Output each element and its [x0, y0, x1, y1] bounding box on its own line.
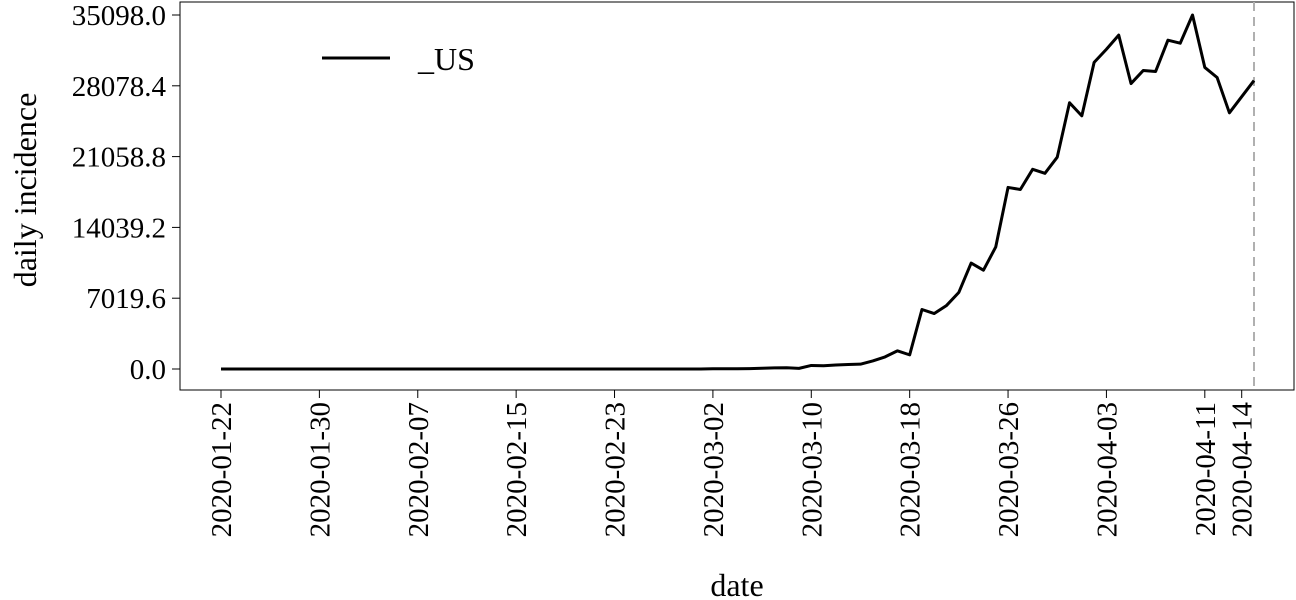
y-axis: 0.0 7019.6 14039.2 21058.8 28078.4 35098.0	[72, 0, 180, 386]
x-tick-label: 2020-03-18	[895, 402, 927, 537]
x-tick-label: 2020-02-07	[403, 402, 435, 537]
y-tick-label: 14039.2	[72, 212, 166, 244]
y-tick-label: 0.0	[130, 354, 166, 386]
series-line-us	[221, 13, 1256, 371]
x-tick-label: 2020-01-22	[206, 402, 238, 537]
legend-label-us: _US	[417, 41, 475, 77]
legend: _US	[322, 41, 475, 77]
x-tick-label: 2020-03-10	[796, 402, 828, 537]
x-tick-label: 2020-03-26	[993, 402, 1025, 537]
y-tick-label: 35098.0	[72, 0, 166, 32]
x-tick-label: 2020-04-11	[1190, 402, 1222, 536]
plot-frame	[179, 1, 1295, 391]
x-tick-label: 2020-02-23	[600, 402, 632, 537]
x-axis: 2020-01-22 2020-01-30 2020-02-07 2020-02-15…	[206, 390, 1259, 537]
y-axis-title: daily incidence	[7, 93, 43, 288]
y-tick-label: 21058.8	[72, 142, 166, 174]
y-tick-label: 7019.6	[86, 283, 166, 315]
x-axis-title: date	[710, 567, 763, 600]
x-tick-label: 2020-03-02	[698, 402, 730, 537]
x-tick-label: 2020-04-14	[1227, 402, 1259, 538]
x-tick-label: 2020-02-15	[501, 402, 533, 537]
y-tick-label: 28078.4	[72, 71, 167, 103]
x-tick-label: 2020-01-30	[304, 402, 336, 537]
x-tick-label: 2020-04-03	[1091, 402, 1123, 537]
